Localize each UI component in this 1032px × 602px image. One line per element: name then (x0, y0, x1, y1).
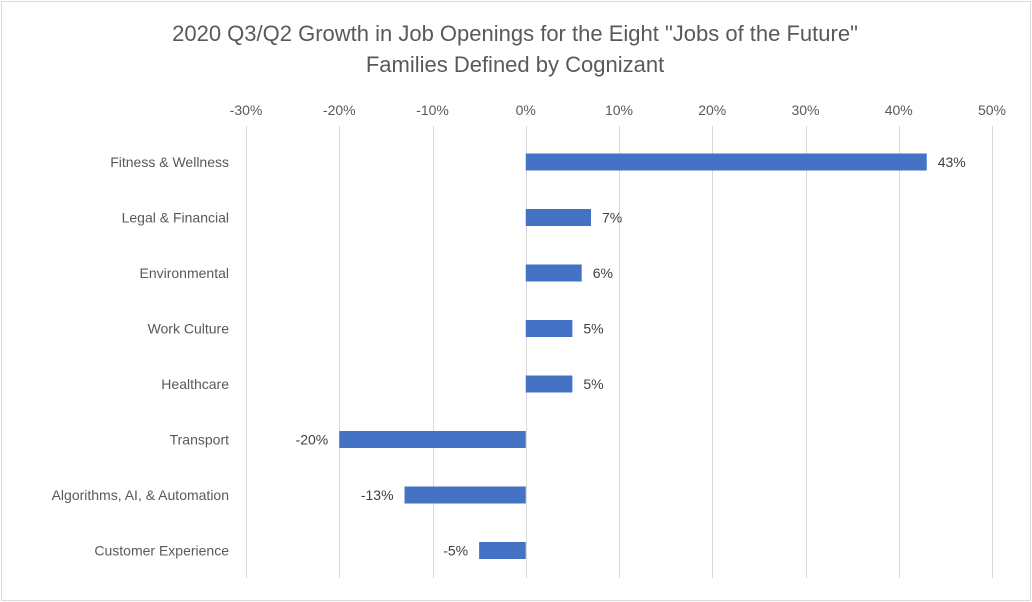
category-label: Legal & Financial (122, 210, 229, 226)
x-tick-label: 30% (791, 102, 819, 118)
category-label: Healthcare (161, 376, 229, 392)
category-label: Fitness & Wellness (110, 154, 229, 170)
category-label: Work Culture (148, 321, 230, 337)
data-label: 7% (602, 210, 622, 226)
x-tick-label: 10% (605, 102, 633, 118)
category-label: Algorithms, AI, & Automation (52, 487, 229, 503)
data-label: 6% (593, 265, 613, 281)
category-label: Environmental (140, 265, 230, 281)
data-label: -13% (361, 487, 394, 503)
x-tick-label: 40% (885, 102, 913, 118)
bar (525, 209, 592, 226)
bar (525, 375, 573, 393)
chart-title: 2020 Q3/Q2 Growth in Job Openings for th… (0, 18, 1030, 80)
bar (525, 153, 927, 171)
bar (525, 264, 582, 282)
x-tick-label: -30% (230, 102, 263, 118)
category-label: Transport (170, 432, 230, 448)
x-tick-label: 0% (516, 102, 536, 118)
data-label: 5% (583, 376, 603, 392)
bar (404, 486, 526, 504)
x-tick-label: 20% (698, 102, 726, 118)
chart-title-line-1: 2020 Q3/Q2 Growth in Job Openings for th… (172, 21, 858, 46)
x-tick-label: 50% (978, 102, 1006, 118)
bar (339, 431, 526, 448)
data-label: 43% (938, 154, 966, 170)
bar (479, 542, 526, 559)
bar (525, 320, 573, 337)
x-tick-label: -10% (416, 102, 449, 118)
data-label: -5% (443, 543, 468, 559)
x-tick-label: -20% (323, 102, 356, 118)
category-label: Customer Experience (94, 543, 229, 559)
data-label: -20% (296, 432, 329, 448)
chart-title-line-2: Families Defined by Cognizant (365, 52, 665, 77)
data-label: 5% (583, 321, 603, 337)
